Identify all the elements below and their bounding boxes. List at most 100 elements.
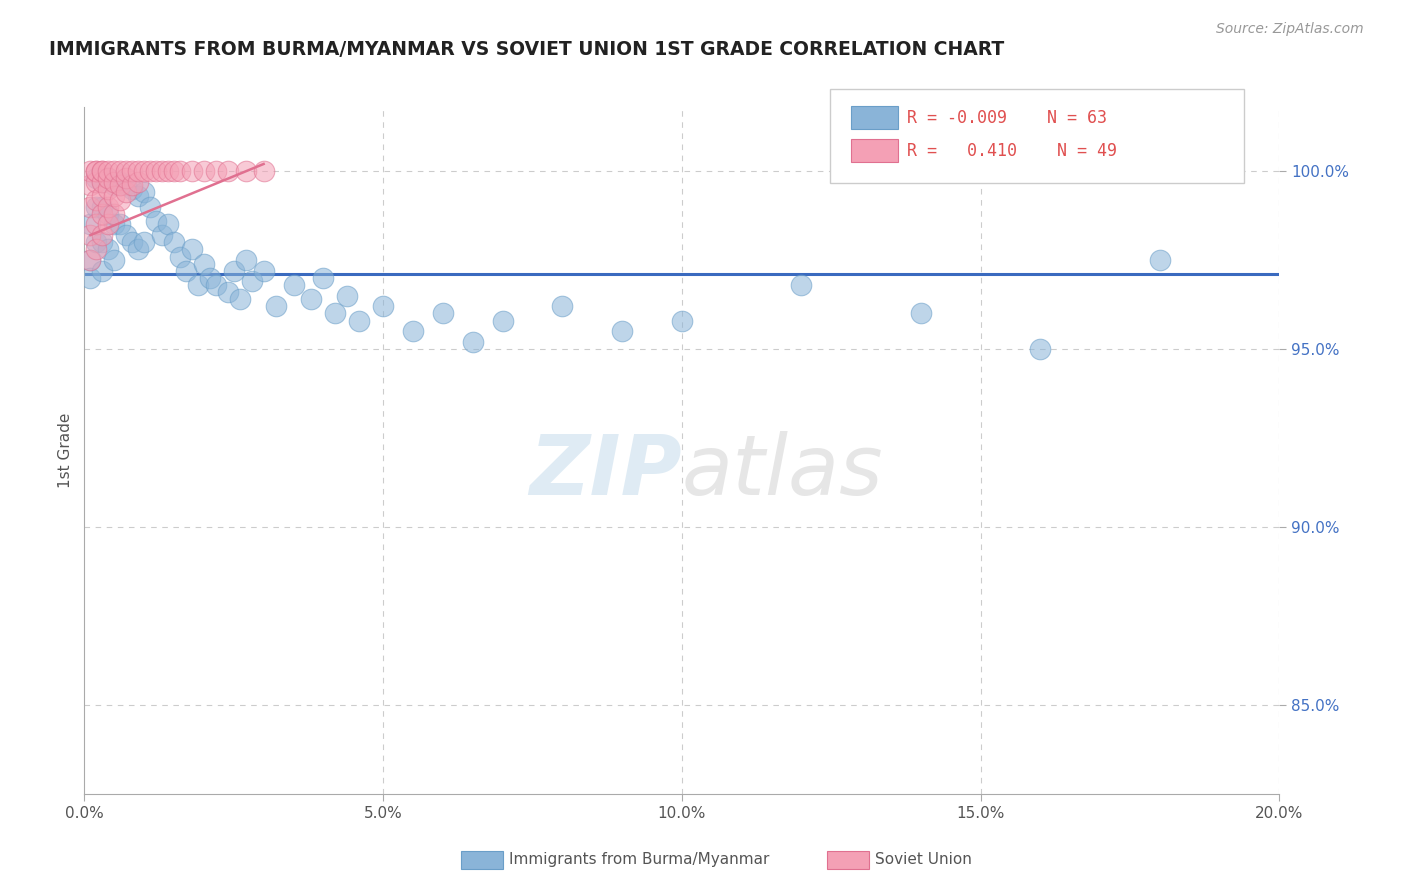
Point <box>301 292 323 306</box>
Point <box>150 164 173 178</box>
Point <box>86 164 108 178</box>
Point <box>132 164 156 178</box>
Point <box>461 334 484 349</box>
Point <box>235 164 257 178</box>
Point <box>205 164 228 178</box>
Point <box>97 182 120 196</box>
Point <box>115 164 138 178</box>
Point <box>79 253 101 268</box>
Point <box>91 164 114 178</box>
Point <box>198 271 221 285</box>
Point <box>97 207 120 221</box>
Point <box>97 171 120 186</box>
Point <box>91 207 114 221</box>
Point <box>253 264 276 278</box>
Point <box>181 164 204 178</box>
Text: R = -0.009    N = 63: R = -0.009 N = 63 <box>907 109 1107 127</box>
Point <box>1149 253 1171 268</box>
Point <box>97 171 120 186</box>
Point <box>217 164 239 178</box>
Point <box>115 171 138 186</box>
Point <box>181 243 204 257</box>
Point <box>492 313 515 327</box>
Point <box>121 164 143 178</box>
Point <box>103 207 125 221</box>
Point <box>127 189 149 203</box>
Text: Immigrants from Burma/Myanmar: Immigrants from Burma/Myanmar <box>509 853 769 867</box>
Point <box>110 193 132 207</box>
Point <box>86 243 108 257</box>
Point <box>551 299 574 313</box>
Point <box>193 257 215 271</box>
Point <box>110 175 132 189</box>
Point <box>91 175 114 189</box>
Point <box>157 164 180 178</box>
Point <box>79 253 101 268</box>
Point <box>150 228 173 243</box>
Point <box>103 178 125 193</box>
Point <box>264 299 287 313</box>
Point <box>240 274 263 288</box>
Point <box>325 306 347 320</box>
Point <box>91 264 114 278</box>
Point <box>139 164 162 178</box>
Point <box>139 200 162 214</box>
Point <box>145 214 167 228</box>
Point <box>402 324 425 338</box>
Point <box>86 175 108 189</box>
Point <box>91 235 114 250</box>
Point <box>163 164 186 178</box>
Point <box>132 235 156 250</box>
Point <box>193 164 215 178</box>
Point <box>103 189 125 203</box>
Point <box>103 253 125 268</box>
Point <box>103 218 125 232</box>
Point <box>121 182 143 196</box>
Point <box>91 175 114 189</box>
Point <box>91 228 114 243</box>
Point <box>110 164 132 178</box>
Point <box>115 228 138 243</box>
Point <box>79 164 101 178</box>
Point <box>205 277 228 292</box>
Point <box>790 277 813 292</box>
Point <box>103 175 125 189</box>
Point <box>432 306 454 320</box>
Point <box>91 200 114 214</box>
Point <box>86 235 108 250</box>
Point <box>103 164 125 178</box>
Point <box>612 324 634 338</box>
Y-axis label: 1st Grade: 1st Grade <box>58 413 73 488</box>
Point <box>228 292 252 306</box>
Point <box>97 164 120 178</box>
Point <box>253 164 276 178</box>
Point <box>145 164 167 178</box>
Text: ZIP: ZIP <box>529 431 682 512</box>
Point <box>910 306 932 320</box>
Point <box>79 228 101 243</box>
Point <box>115 178 138 193</box>
Point <box>79 218 101 232</box>
Point <box>222 264 245 278</box>
Point <box>86 218 108 232</box>
Point <box>283 277 305 292</box>
Text: Source: ZipAtlas.com: Source: ZipAtlas.com <box>1216 22 1364 37</box>
Point <box>127 175 149 189</box>
Point <box>174 264 197 278</box>
Point <box>169 250 191 264</box>
Point <box>312 271 335 285</box>
Point <box>91 189 114 203</box>
Point <box>121 178 143 193</box>
Point <box>163 235 186 250</box>
Text: IMMIGRANTS FROM BURMA/MYANMAR VS SOVIET UNION 1ST GRADE CORRELATION CHART: IMMIGRANTS FROM BURMA/MYANMAR VS SOVIET … <box>49 40 1004 59</box>
Text: atlas: atlas <box>682 431 883 512</box>
Point <box>373 299 395 313</box>
Point <box>671 313 693 327</box>
Point <box>187 277 209 292</box>
Point <box>86 164 108 178</box>
Point <box>115 186 138 200</box>
Point <box>132 186 156 200</box>
Point <box>1029 342 1052 356</box>
Text: Soviet Union: Soviet Union <box>875 853 972 867</box>
Point <box>91 164 114 178</box>
